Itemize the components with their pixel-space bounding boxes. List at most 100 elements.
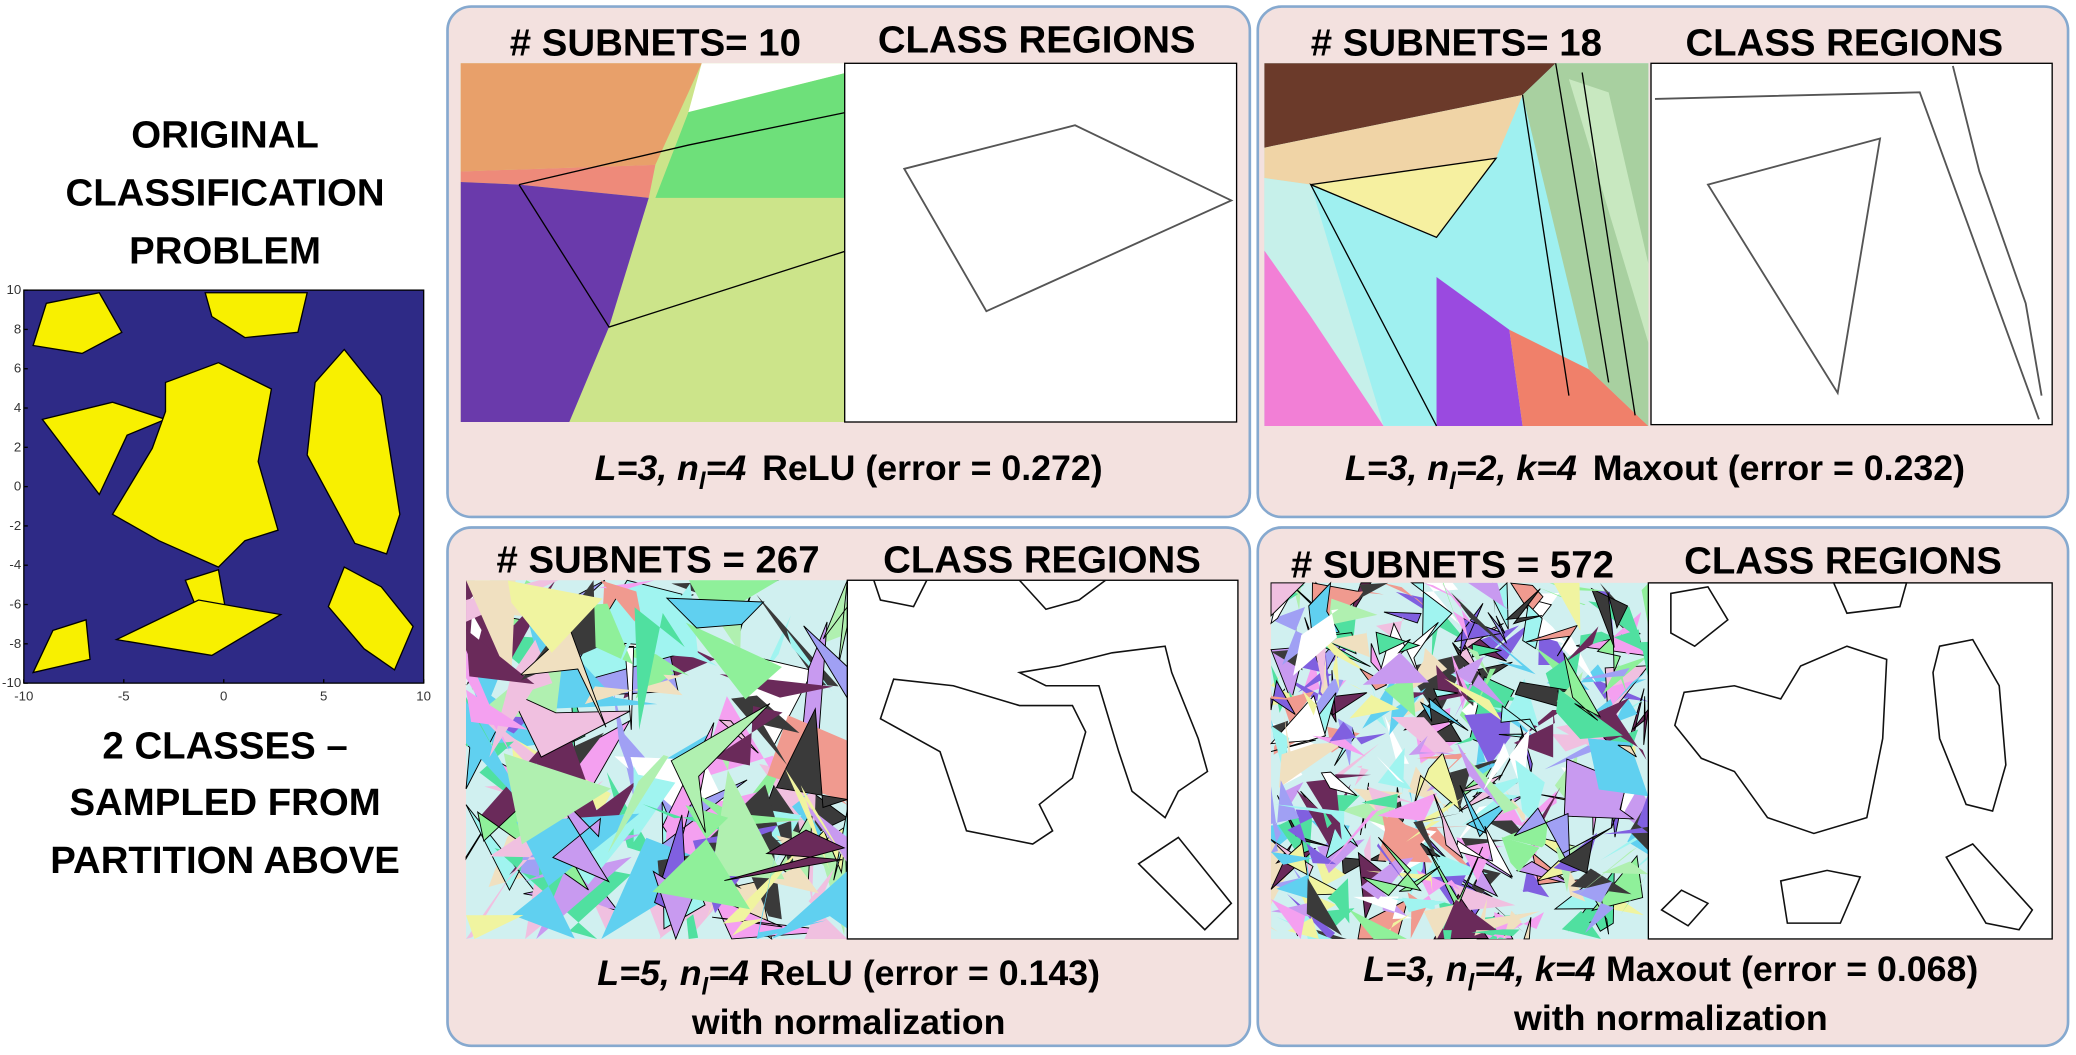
mosaic-cell bbox=[713, 706, 783, 766]
mosaic-cell bbox=[711, 754, 785, 880]
mosaic-cell bbox=[1271, 780, 1300, 829]
mosaic-cell bbox=[1302, 690, 1318, 716]
y-tick-label: 2 bbox=[14, 439, 21, 454]
panel-caption: L=3, nl=4, k=4 Maxout (error = 0.068) bbox=[1363, 949, 1978, 996]
mosaic-cell bbox=[1271, 689, 1309, 701]
mosaic-cell bbox=[1561, 910, 1601, 939]
mosaic-cell bbox=[1571, 881, 1614, 934]
mosaic-cell bbox=[1391, 898, 1435, 911]
mosaic-cell bbox=[512, 813, 640, 939]
mosaic-cell bbox=[1416, 753, 1466, 791]
mosaic-cell bbox=[1465, 756, 1519, 817]
partition-image bbox=[1269, 581, 1650, 940]
mosaic-cell bbox=[512, 732, 604, 849]
caption-part: =4 bbox=[706, 448, 747, 488]
mosaic-cell bbox=[1461, 837, 1506, 846]
regions-box bbox=[844, 62, 1238, 423]
x-tick-label: -5 bbox=[118, 688, 130, 703]
y-tick-label: 10 bbox=[6, 282, 21, 297]
mosaic-cell bbox=[1271, 851, 1313, 865]
mosaic-cell bbox=[1442, 899, 1506, 937]
mosaic-cell bbox=[1563, 652, 1602, 721]
subnets-label: # SUBNETS = 572 bbox=[1291, 544, 1614, 587]
caption-line: 2 CLASSES – bbox=[102, 724, 347, 767]
mosaic-cell bbox=[1349, 683, 1400, 719]
regions-title: CLASS REGIONS bbox=[1685, 21, 2003, 64]
mosaic-cell bbox=[1348, 909, 1407, 939]
y-tick-label: 6 bbox=[14, 361, 21, 376]
caption-part: Maxout (error = 0.068) bbox=[1606, 949, 1978, 989]
mosaic-cell bbox=[1441, 583, 1473, 641]
mosaic-cell bbox=[1570, 868, 1632, 895]
mosaic-cell bbox=[1515, 759, 1545, 824]
mosaic-cell bbox=[1449, 754, 1513, 810]
mosaic-cell bbox=[1296, 784, 1351, 846]
y-tick-label: 0 bbox=[14, 479, 21, 494]
panel-caption: L=5, nl=4 ReLU (error = 0.143) bbox=[597, 953, 1100, 1000]
mosaic-cell bbox=[1361, 793, 1398, 809]
mosaic-cell bbox=[1329, 721, 1387, 745]
mosaic-cell bbox=[466, 580, 516, 683]
mini-plot: -10 -5 0 5 10 10 8 6 4 2 0 -2 -4 -6 -8 -10 bbox=[2, 282, 431, 703]
mosaic-cell bbox=[1362, 836, 1422, 897]
mosaic-cell bbox=[1510, 582, 1544, 614]
x-tick-label: 5 bbox=[320, 688, 327, 703]
mosaic-cell bbox=[1276, 795, 1330, 847]
caption-line: SAMPLED FROM bbox=[69, 781, 380, 824]
mosaic-cell bbox=[1376, 755, 1405, 784]
mosaic-cell bbox=[1537, 586, 1586, 606]
mosaic-cell bbox=[1328, 598, 1378, 626]
class-boundary bbox=[1660, 582, 2034, 931]
mosaic-cell bbox=[685, 622, 782, 700]
mosaic-cell bbox=[1383, 611, 1422, 624]
mosaic-cell bbox=[1408, 735, 1459, 756]
mosaic-cell bbox=[1453, 656, 1505, 719]
mosaic-cell bbox=[600, 580, 645, 634]
mosaic-cell bbox=[466, 580, 531, 655]
mosaic-cell bbox=[731, 695, 800, 766]
mosaic-cell bbox=[1474, 739, 1498, 780]
mosaic-cell bbox=[503, 753, 612, 845]
panel-caption: L=3, nl=4 ReLU (error = 0.272) bbox=[595, 448, 1103, 495]
mosaic-cell bbox=[1331, 629, 1370, 658]
mosaic-cell bbox=[1271, 719, 1300, 741]
caption-part: Maxout (error = 0.232) bbox=[1593, 448, 1965, 488]
mosaic-cell bbox=[1580, 667, 1630, 680]
regions-box bbox=[1647, 582, 2053, 940]
partition-image bbox=[1264, 63, 1649, 427]
caption-part: L=3, n bbox=[1363, 949, 1467, 989]
mosaic-cell bbox=[1377, 792, 1438, 822]
mosaic-cell bbox=[1471, 929, 1520, 937]
x-tick-label: -10 bbox=[14, 688, 33, 703]
mosaic-cell bbox=[1293, 609, 1339, 676]
caption-part: l bbox=[1468, 969, 1476, 996]
mosaic-cell bbox=[1324, 814, 1359, 861]
mosaic-cell bbox=[1544, 740, 1599, 770]
mosaic-cell bbox=[759, 763, 821, 904]
mosaic-cell bbox=[634, 607, 685, 731]
class-boundary bbox=[873, 579, 1233, 931]
mosaic-cell bbox=[1384, 675, 1416, 718]
regions-box bbox=[846, 579, 1239, 940]
mosaic-cell bbox=[1459, 785, 1513, 838]
mosaic-cell bbox=[1353, 896, 1413, 920]
caption-part: l bbox=[1449, 468, 1457, 495]
mosaic-cell bbox=[1271, 624, 1303, 671]
mosaic-cell bbox=[1500, 705, 1538, 733]
subnets-label: # SUBNETS= 18 bbox=[1311, 21, 1602, 64]
y-tick-label: -10 bbox=[2, 675, 21, 690]
y-tick-label: -8 bbox=[9, 636, 21, 651]
mosaic-cell bbox=[1620, 633, 1649, 676]
mosaic-cell bbox=[1587, 738, 1649, 797]
mosaic-cell bbox=[1442, 582, 1460, 630]
mosaic-cell bbox=[1278, 742, 1345, 788]
mosaic-cell bbox=[1413, 752, 1464, 814]
mosaic-cell bbox=[1505, 588, 1543, 625]
mosaic-cell bbox=[607, 754, 669, 853]
mosaic-cell bbox=[1276, 860, 1312, 905]
regions-title: CLASS REGIONS bbox=[1684, 540, 2002, 583]
mosaic-cell bbox=[1302, 658, 1347, 708]
mosaic-cell bbox=[1423, 897, 1460, 939]
